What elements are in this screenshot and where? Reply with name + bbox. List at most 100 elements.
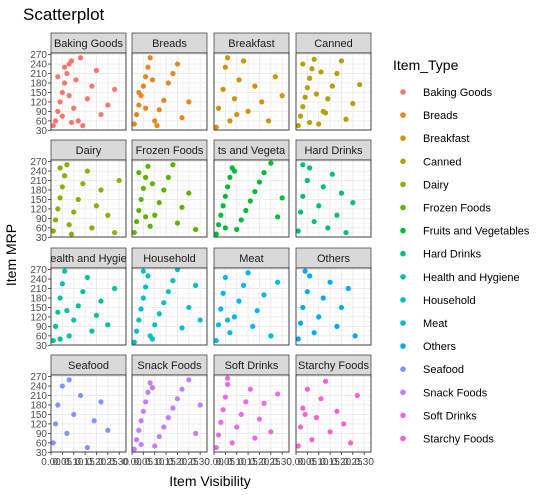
data-point [231,96,238,102]
data-point [234,424,240,430]
data-point [220,86,226,92]
x-tick-label: 0.00 [204,457,224,468]
legend-item: Household [400,295,476,307]
x-tick-label: 0.30 [354,457,374,468]
data-point [138,441,144,448]
data-point [75,303,81,309]
points-group [296,56,363,129]
data-point [98,298,104,304]
facet-panel: Breads [131,32,208,131]
facet-strip-label: Starchy Foods [298,360,369,372]
data-point [214,444,219,451]
y-tick-label: 30 [36,126,48,137]
data-point [197,402,203,408]
x-tick-label: 0.10 [227,457,247,468]
points-group [132,55,192,129]
legend-key [400,89,406,95]
data-point [143,399,149,405]
data-point [138,306,144,312]
legend-label: Health and Hygiene [423,272,520,284]
data-point [64,430,70,436]
x-tick-label: 0.05 [134,457,154,468]
data-point [62,268,68,274]
data-point [51,228,56,234]
data-point [149,336,156,342]
data-point [261,400,267,406]
data-point [152,322,158,328]
legend-key [400,204,406,211]
points-group [132,268,203,345]
y-tick-label: 60 [36,116,48,127]
legend-key [400,135,406,141]
y-tick-label: 90 [36,322,48,333]
data-point [133,111,140,118]
data-point [268,160,274,166]
data-point [80,289,86,295]
data-point [71,317,77,323]
data-point [311,330,317,336]
data-point [55,108,61,114]
legend-item: Dairy [400,179,449,191]
y-tick-label: 120 [30,204,47,215]
facet-strip-label: Dairy [76,145,102,157]
legend-key [400,435,406,442]
data-point [143,214,149,220]
data-point [174,396,181,402]
data-point [132,229,137,236]
facet-panel: Starchy Foods 0.000.050.100.150.200.250.3… [286,354,374,468]
panel-border [131,374,208,453]
data-point [329,171,335,177]
data-point [133,328,140,334]
data-point [304,177,310,184]
data-point [165,174,171,180]
y-tick-label: 150 [30,303,47,314]
legend-item: Baking Goods [400,87,493,99]
x-tick-label: 0.25 [179,457,199,468]
data-point [145,389,151,395]
x-tick-label: 0.10 [64,457,84,468]
data-point [234,111,240,118]
data-point [140,268,146,274]
y-tick-label: 210 [30,391,47,402]
x-tick-label: 0.20 [332,457,352,468]
data-point [59,383,65,389]
data-point [334,212,340,218]
data-point [350,200,356,206]
data-point [214,337,219,344]
data-point [105,322,111,328]
data-point [161,300,167,306]
data-point [227,174,233,180]
data-point [170,162,176,168]
data-point [259,99,265,105]
data-point [186,377,192,383]
data-point [165,80,171,86]
y-tick-label: 30 [36,233,48,244]
facet-strip-label: Meat [239,253,263,265]
data-point [156,200,162,206]
legend-label: Seafood [423,364,464,376]
data-point [147,223,153,229]
data-point [140,185,146,191]
data-point [261,292,267,298]
points-group [132,162,199,236]
data-point [304,289,310,295]
data-point [62,173,68,179]
data-point [343,229,349,236]
data-point [215,322,222,328]
data-point [59,113,65,119]
data-point [186,190,192,196]
y-tick-label: 180 [30,293,47,304]
y-tick-label: 180 [30,400,47,411]
facet-panels: Baking Goods306090120150180210240270Brea… [30,32,374,468]
data-point [140,83,146,89]
data-point [57,336,63,342]
data-point [116,177,122,184]
data-point [227,118,233,124]
facet-strip-label: Baking Goods [54,38,124,50]
data-point [357,81,363,88]
data-point [341,421,347,427]
data-point [136,317,142,323]
data-point [193,226,199,233]
